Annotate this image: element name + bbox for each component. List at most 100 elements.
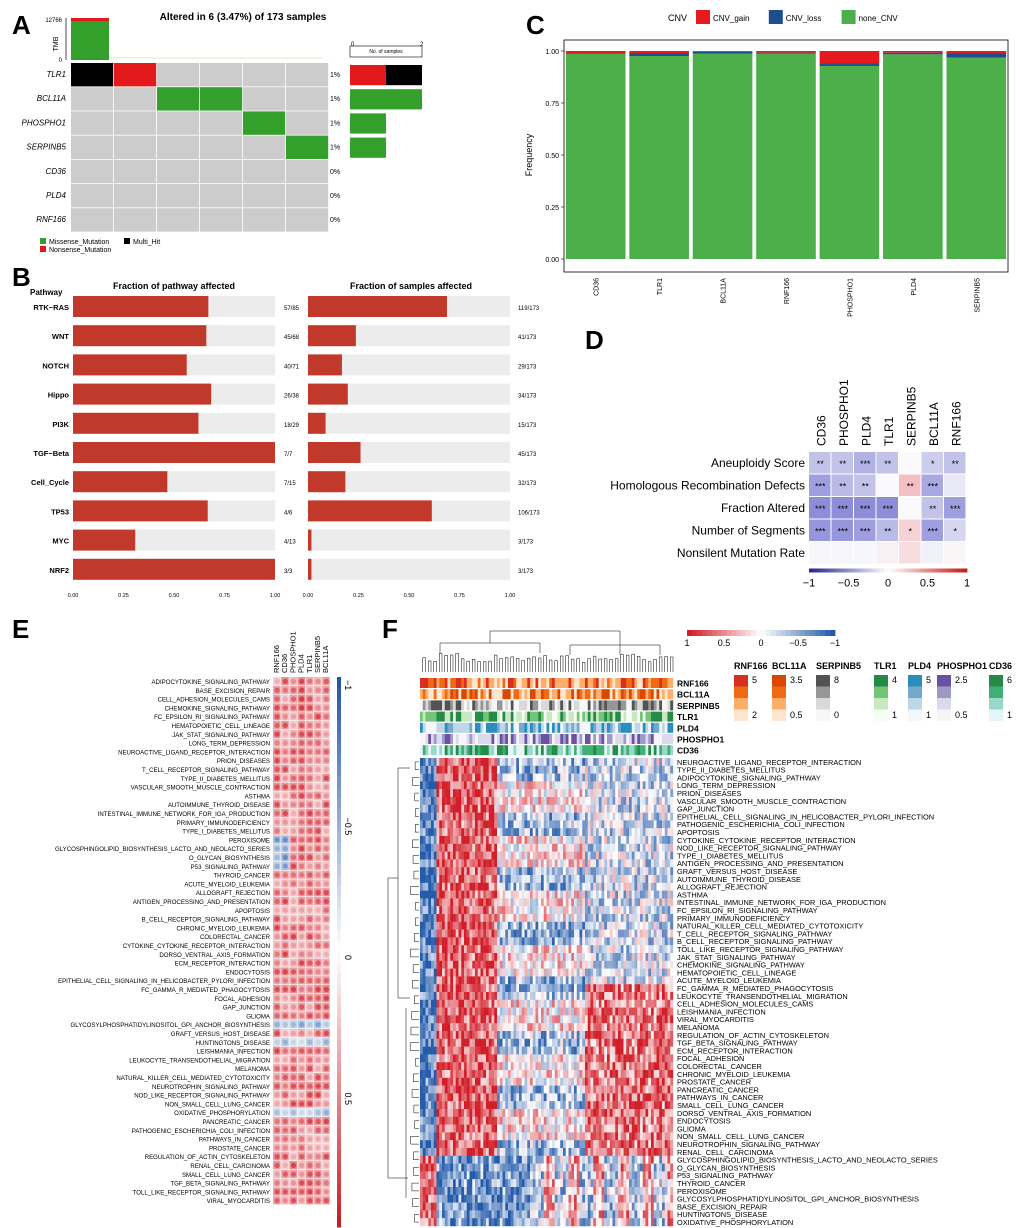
heatmap-cell	[593, 960, 597, 969]
annotation-cell	[527, 678, 531, 688]
heatmap-cell	[563, 781, 566, 790]
heatmap-cell	[433, 797, 437, 805]
annotation-cell	[659, 711, 663, 722]
heatmap-cell	[425, 828, 429, 837]
heatmap-cell	[634, 804, 638, 813]
heatmap-cell	[587, 898, 591, 907]
heatmap-cell	[593, 976, 597, 985]
heatmap-cell	[604, 921, 608, 930]
heatmap-cell	[579, 773, 583, 782]
heatmap-cell	[645, 929, 649, 938]
heatmap-cell	[662, 812, 665, 821]
heatmap-cell	[634, 999, 638, 1008]
heatmap-cell	[530, 765, 533, 774]
heatmap-cell	[464, 999, 467, 1008]
heatmap-cell	[604, 781, 608, 790]
heatmap-cell	[453, 921, 456, 930]
corr-matrix-scale-segment	[337, 1084, 341, 1096]
heatmap-cell	[521, 921, 525, 930]
heatmap-cell	[472, 812, 476, 821]
heatmap-cell	[431, 789, 434, 798]
heatmap-cell	[466, 960, 470, 969]
heatmap-cell	[648, 797, 652, 805]
heatmap-cell	[477, 1007, 481, 1016]
heatmap-cell	[436, 898, 440, 907]
corr-matrix-dot	[299, 863, 305, 869]
heatmap-cell	[587, 804, 591, 813]
heatmap-cell	[491, 797, 495, 805]
heatmap-cell	[425, 976, 429, 985]
heatmap-cell	[554, 953, 558, 961]
heatmap-cell	[549, 758, 553, 766]
heatmap-cell	[524, 875, 528, 883]
heatmap-cell	[653, 765, 657, 774]
heatmap-cell	[631, 820, 635, 829]
heatmap-cell	[593, 945, 597, 954]
heatmap-cell	[571, 789, 575, 798]
heatmap-cell	[653, 875, 657, 883]
heatmap-cell	[626, 968, 630, 977]
heatmap-cell	[549, 929, 553, 938]
heatmap-cell	[587, 890, 591, 899]
heatmap-cell	[557, 836, 561, 844]
heatmap-cell	[508, 859, 511, 868]
heatmap-cell	[475, 804, 478, 813]
annotation-cell	[574, 689, 577, 700]
heatmap-cell	[565, 773, 569, 782]
heatmap-cell	[502, 945, 506, 954]
corr-cell	[831, 474, 853, 496]
heatmap-cell	[433, 929, 437, 938]
sample-fraction-label: 119/173	[518, 306, 540, 312]
corr-matrix-dot	[290, 766, 297, 772]
corr-matrix-dot	[315, 934, 321, 940]
heatmap-cell	[620, 906, 624, 915]
heatmap-cell	[541, 906, 544, 915]
heatmap-cell	[461, 820, 465, 829]
heatmap-cell	[563, 758, 566, 766]
heatmap-cell	[433, 828, 437, 837]
annotation-cell	[477, 689, 481, 700]
corr-significance: **	[862, 482, 870, 492]
heatmap-cell	[444, 867, 448, 876]
heatmap-cell	[480, 812, 484, 821]
heatmap-cell	[653, 882, 657, 891]
corr-matrix-dot	[274, 881, 280, 887]
annotation-cell	[587, 711, 591, 722]
heatmap-cell	[519, 758, 522, 766]
correlation-panel: CD36 PHOSPHO1 PLD4 TLR1 SERPINB5 BCL11A RNF166…	[610, 379, 970, 590]
corr-matrix-dot	[290, 960, 297, 966]
heatmap-cell	[582, 914, 586, 922]
heatmap-cell	[651, 882, 654, 891]
heatmap-cell	[626, 937, 630, 946]
corr-matrix-dot	[323, 722, 329, 728]
heatmap-cell	[486, 898, 489, 907]
heatmap-cell	[508, 789, 511, 798]
heatmap-cell	[607, 984, 610, 993]
heatmap-cell	[607, 898, 610, 907]
corr-cell	[809, 542, 831, 564]
heatmap-cell	[626, 843, 630, 852]
heatmap-cell	[519, 890, 522, 899]
annotation-cell	[491, 711, 495, 722]
annotation-cell	[433, 678, 437, 688]
annotation-cell	[480, 711, 484, 722]
corr-significance: ***	[815, 527, 826, 537]
heatmap-cell	[546, 968, 550, 977]
annotation-cell	[590, 745, 594, 756]
annotation-cell	[664, 722, 668, 733]
heatmap-cell	[425, 859, 429, 868]
heatmap-cell	[530, 882, 533, 891]
annotation-cell	[590, 678, 594, 688]
heatmap-cell	[516, 836, 520, 844]
heatmap-cell	[524, 836, 528, 844]
annotation-cell	[464, 734, 467, 744]
corr-scale-segment	[899, 568, 905, 573]
heatmap-cell	[499, 937, 503, 946]
heatmap-cell	[453, 851, 456, 860]
heatmap-cell	[527, 968, 531, 977]
corr-matrix-dot	[290, 1057, 297, 1063]
heatmap-cell	[596, 765, 599, 774]
corr-significance: **	[839, 482, 847, 492]
heatmap-cell	[538, 797, 542, 805]
corr-matrix-column-label: CD36	[280, 654, 289, 673]
